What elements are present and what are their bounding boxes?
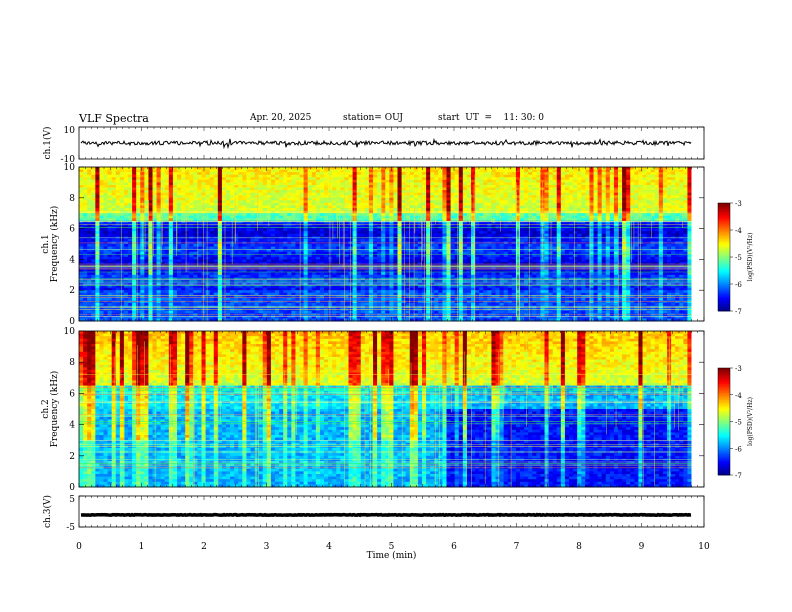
ch2-spectrogram-ylabel: ch.2 bbox=[41, 399, 51, 418]
ch2-spectrogram-ytick-label: 10 bbox=[64, 327, 76, 337]
ch1-colorbar-tick-label: -4 bbox=[735, 227, 742, 235]
x-axis-label: Time (min) bbox=[367, 550, 417, 561]
ch2-spectrogram-ylabel: Frequency (kHz) bbox=[49, 371, 60, 448]
ch2-spectrogram-ytick-label: 4 bbox=[69, 421, 75, 431]
ch1-colorbar: -3 -4 -5 -6 -7 log(PSD)(V²/Hz) bbox=[717, 200, 754, 316]
ch1-colorbar-label: log(PSD)(V²/Hz) bbox=[747, 233, 754, 282]
ch1-waveform-ylabel: ch.1(V) bbox=[42, 127, 53, 160]
ch2-colorbar-tick-label: -5 bbox=[735, 419, 742, 427]
ch3-waveform-frame bbox=[78, 495, 705, 528]
ch2-spectrogram-ytick-label: 8 bbox=[69, 358, 75, 368]
ch2-colorbar-tick-label: -6 bbox=[735, 445, 742, 453]
ch2-colorbar-label: log(PSD)(V²/Hz) bbox=[747, 397, 754, 446]
ch2-colorbar-tick-label: -4 bbox=[735, 392, 742, 400]
start-time-label: start UT = 11: 30: 0 bbox=[438, 113, 544, 123]
ch2-spectrogram-ytick-label: 0 bbox=[69, 483, 75, 493]
x-tick-label: 1 bbox=[139, 542, 145, 552]
ch1-waveform-ytick-label: -10 bbox=[61, 155, 76, 165]
ch1-colorbar-tick-label: -3 bbox=[735, 200, 742, 208]
x-tick-label: 6 bbox=[451, 542, 457, 552]
plot-title: VLF Spectra bbox=[79, 112, 149, 125]
x-tick-label: 9 bbox=[639, 542, 645, 552]
ch1-colorbar-tick-label: -7 bbox=[735, 308, 742, 316]
ch1-spectrogram bbox=[79, 167, 704, 322]
x-tick-label: 7 bbox=[514, 542, 520, 552]
date-label: Apr. 20, 2025 bbox=[250, 113, 312, 123]
station-label: station= OUJ bbox=[343, 113, 404, 123]
ch2-spectrogram bbox=[79, 331, 704, 488]
x-tick-label: 0 bbox=[76, 542, 82, 552]
ch3-waveform-ytick-label: -5 bbox=[66, 523, 75, 533]
ch2-spectrogram-ytick-label: 2 bbox=[69, 452, 75, 462]
ch1-spectrogram-ytick-label: 0 bbox=[69, 317, 75, 327]
ch1-waveform-ytick-label: 10 bbox=[64, 126, 76, 136]
ch1-spectrogram-ylabel: ch.1 bbox=[41, 234, 51, 253]
ch1-spectrogram-ytick-label: 2 bbox=[69, 286, 75, 296]
ch2-colorbar: -3 -4 -5 -6 -7 log(PSD)(V²/Hz) bbox=[717, 365, 754, 480]
ch3-waveform-ytick-label: 5 bbox=[69, 495, 75, 505]
ch1-spectrogram-ytick-label: 8 bbox=[69, 194, 75, 204]
x-tick-label: 3 bbox=[264, 542, 270, 552]
ch1-spectrogram-ytick-label: 4 bbox=[69, 255, 75, 265]
ch2-colorbar-tick-label: -7 bbox=[735, 472, 742, 480]
ch2-spectrogram-ytick-label: 6 bbox=[69, 389, 75, 399]
x-tick-label: 4 bbox=[326, 542, 332, 552]
x-tick-label: 2 bbox=[201, 542, 207, 552]
ch1-waveform-trace bbox=[80, 137, 692, 150]
ch1-spectrogram-ylabel: Frequency (kHz) bbox=[49, 206, 60, 283]
x-tick-label: 8 bbox=[576, 542, 582, 552]
x-tick-label: 10 bbox=[698, 542, 710, 552]
ch1-colorbar-tick-label: -5 bbox=[735, 254, 742, 262]
ch3-waveform-trace bbox=[80, 512, 692, 518]
ch2-colorbar-tick-label: -3 bbox=[735, 365, 742, 373]
ch1-spectrogram-ytick-label: 10 bbox=[64, 163, 76, 173]
ch1-colorbar-tick-label: -6 bbox=[735, 281, 742, 289]
ch1-spectrogram-ytick-label: 6 bbox=[69, 225, 75, 235]
x-tick-label: 5 bbox=[389, 542, 395, 552]
ch3-waveform-ylabel: ch.3(V) bbox=[42, 495, 53, 528]
